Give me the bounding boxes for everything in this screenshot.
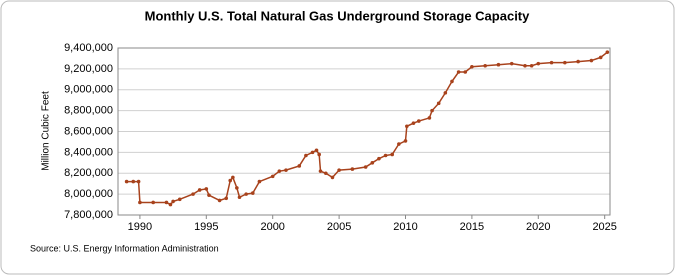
data-point <box>523 63 527 68</box>
x-tick-label: 2020 <box>526 221 550 233</box>
data-point <box>509 61 514 66</box>
source: Source: U.S. Energy Information Administ… <box>30 243 219 253</box>
data-point <box>563 60 567 65</box>
y-tick-label: 9,000,000 <box>64 84 113 96</box>
data-point <box>350 167 355 171</box>
data-point <box>605 50 610 54</box>
data-point <box>403 139 408 143</box>
data-point <box>430 108 434 113</box>
data-point <box>284 168 288 172</box>
data-point <box>529 63 534 68</box>
data-point <box>168 202 173 207</box>
data-point <box>496 62 501 67</box>
y-axis-label: Million Cubic Feet <box>41 91 52 171</box>
data-point <box>297 164 302 168</box>
data-point <box>337 168 341 172</box>
x-tick-label: 1990 <box>128 221 152 233</box>
data-point <box>164 200 169 205</box>
data-point <box>450 79 454 84</box>
data-point <box>244 192 248 196</box>
x-tick-label: 2010 <box>393 221 417 233</box>
data-point <box>317 152 321 157</box>
data-point <box>217 198 222 203</box>
y-tick-label: 7,800,000 <box>64 209 113 221</box>
data-point <box>549 60 554 65</box>
data-point <box>207 193 211 197</box>
data-point <box>270 174 275 179</box>
data-point <box>598 55 603 60</box>
data-point <box>177 197 182 202</box>
y-tick-label: 9,200,000 <box>64 63 113 75</box>
data-point <box>318 169 323 173</box>
data-point <box>136 179 141 184</box>
data-point <box>171 199 175 204</box>
data-point <box>405 124 409 129</box>
data-point <box>483 63 487 68</box>
data-point <box>131 179 136 184</box>
y-tick-label: 9,400,000 <box>64 42 113 54</box>
data-point <box>463 70 468 74</box>
data-point <box>235 186 239 190</box>
data-point <box>197 188 202 192</box>
x-tick-label: 2025 <box>592 221 616 233</box>
data-point <box>436 101 441 106</box>
data-point <box>427 116 432 120</box>
data-point <box>237 195 242 200</box>
y-tick-label: 8,600,000 <box>64 125 113 137</box>
chart-title: Monthly U.S. Total Natural Gas Undergrou… <box>145 8 531 23</box>
data-point <box>363 165 368 169</box>
data-point <box>224 196 229 201</box>
data-point <box>416 119 421 123</box>
data-point <box>310 150 315 155</box>
data-point <box>470 64 474 69</box>
data-point <box>456 70 461 74</box>
data-point <box>411 121 416 125</box>
y-tick-label: 8,000,000 <box>64 188 113 200</box>
data-point <box>314 148 319 153</box>
data-point <box>576 59 580 64</box>
data-point <box>383 153 388 158</box>
data-point <box>370 161 375 165</box>
data-point <box>257 179 262 184</box>
y-tick-label: 8,400,000 <box>64 146 113 158</box>
data-point <box>330 175 335 180</box>
data-point <box>589 58 594 63</box>
data-point <box>277 169 282 173</box>
plot-border <box>117 47 611 216</box>
y-tick-label: 8,800,000 <box>64 105 113 117</box>
data-point <box>536 61 541 66</box>
data-point <box>397 142 401 146</box>
data-point <box>124 179 129 184</box>
data-point <box>138 200 142 205</box>
data-point <box>377 156 381 161</box>
y-tick-label: 8,200,000 <box>64 167 113 179</box>
x-tick-label: 2015 <box>460 221 484 233</box>
data-point <box>204 187 209 191</box>
data-point <box>250 191 255 195</box>
data-point <box>191 192 195 196</box>
x-tick-label: 2000 <box>260 221 284 233</box>
data-point <box>151 200 155 205</box>
data-point <box>228 178 233 183</box>
x-tick-label: 1995 <box>194 221 218 233</box>
x-tick-label: 2005 <box>327 221 351 233</box>
data-point <box>443 91 448 95</box>
data-point <box>390 152 395 157</box>
data-point <box>324 171 328 176</box>
data-point <box>231 175 235 180</box>
data-point <box>304 153 308 158</box>
